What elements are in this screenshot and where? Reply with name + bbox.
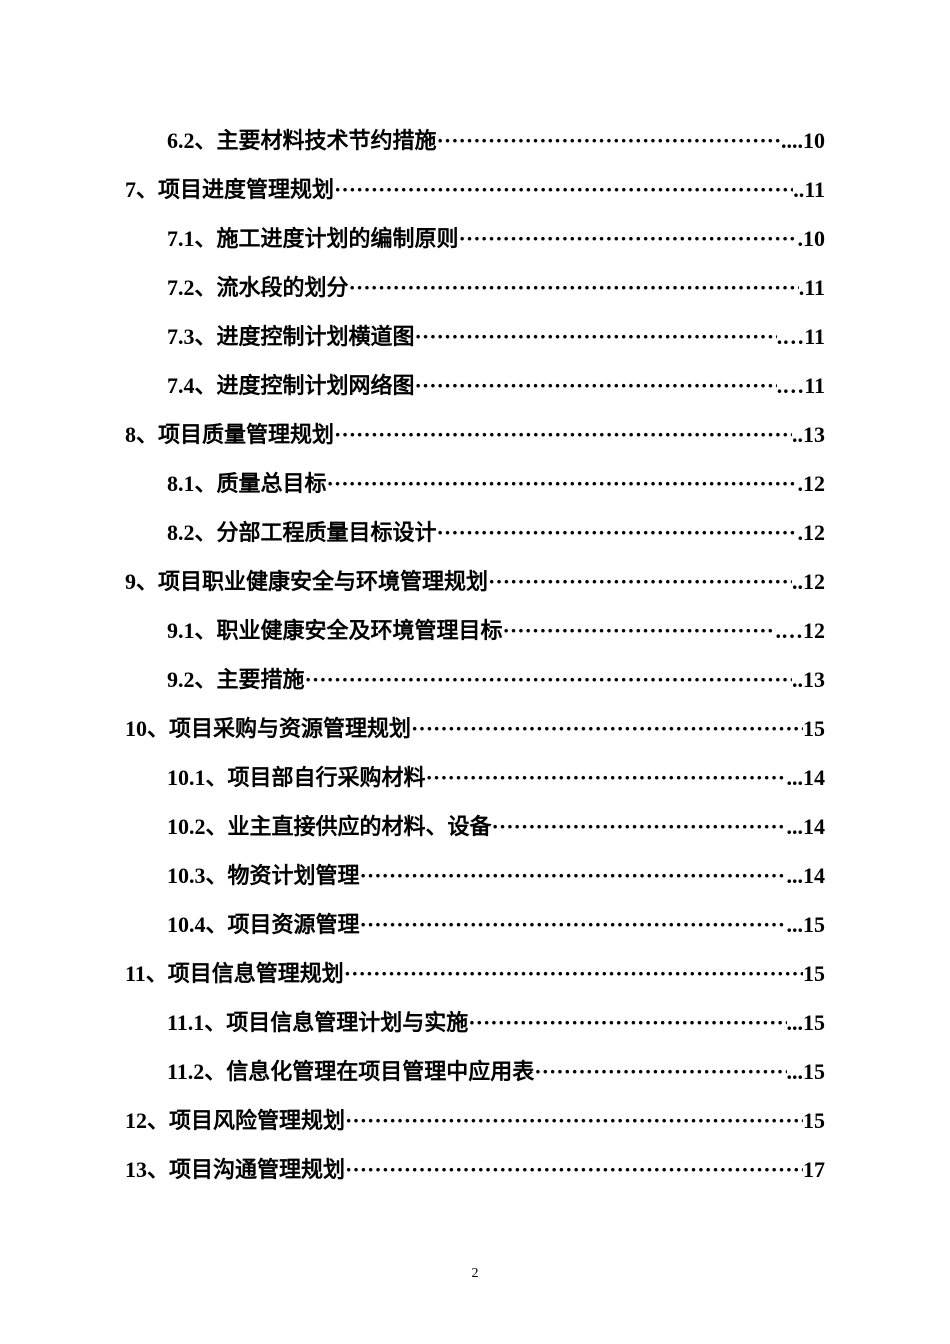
- toc-leader-dots: [415, 375, 777, 397]
- toc-entry-label: 11.2、信息化管理在项目管理中应用表: [167, 1061, 534, 1083]
- toc-entry-label: 10.3、物资计划管理: [167, 865, 360, 887]
- toc-entry-page: ...14: [787, 767, 826, 789]
- toc-entry-label: 8.1、质量总目标: [167, 473, 327, 495]
- toc-entry-label: 8、项目质量管理规划: [125, 424, 334, 446]
- toc-entry-label: 9.1、职业健康安全及环境管理目标: [167, 620, 503, 642]
- toc-leader-dots: [334, 179, 793, 201]
- toc-entry: 7.4、进度控制计划网络图 .…11: [167, 375, 825, 397]
- toc-entry-page: 15: [803, 963, 825, 985]
- toc-entry: 10.3、物资计划管理 ...14: [167, 865, 825, 887]
- toc-entry-page: ....10: [781, 130, 825, 152]
- toc-entry-page: ..13: [792, 669, 825, 691]
- toc-leader-dots: [305, 669, 792, 691]
- toc-entry: 9.2、主要措施 ..13: [167, 669, 825, 691]
- toc-entry-page: ...14: [787, 816, 826, 838]
- toc-leader-dots: [345, 1159, 803, 1181]
- toc-entry-label: 10.4、项目资源管理: [167, 914, 360, 936]
- toc-entry-page: 15: [803, 1110, 825, 1132]
- toc-entry-label: 10.2、业主直接供应的材料、设备: [167, 816, 492, 838]
- toc-entry-page: ..13: [792, 424, 825, 446]
- toc-entry-page: .…11: [777, 375, 825, 397]
- document-page: 6.2、主要材料技术节约措施 ....10 7、项目进度管理规划 ..11 7.1、施工…: [0, 0, 950, 1344]
- toc-entry-page: .…12: [776, 620, 826, 642]
- toc-leader-dots: [360, 914, 787, 936]
- toc-entry: 10.4、项目资源管理 ...15: [167, 914, 825, 936]
- toc-entry-label: 7.1、施工进度计划的编制原则: [167, 228, 459, 250]
- toc-entry-page: 15: [803, 718, 825, 740]
- toc-entry-page: 17: [803, 1159, 825, 1181]
- toc-entry-label: 13、项目沟通管理规划: [125, 1159, 345, 1181]
- toc-entry-page: ...14: [787, 865, 826, 887]
- toc-entry-label: 7.3、进度控制计划横道图: [167, 326, 415, 348]
- toc-entry-label: 9、项目职业健康安全与环境管理规划: [125, 571, 488, 593]
- toc-entry-label: 9.2、主要措施: [167, 669, 305, 691]
- toc-entry: 10.1、项目部自行采购材料 ...14: [167, 767, 825, 789]
- toc-leader-dots: [415, 326, 777, 348]
- toc-leader-dots: [334, 424, 792, 446]
- toc-leader-dots: [344, 963, 803, 985]
- toc-entry: 10.2、业主直接供应的材料、设备 ...14: [167, 816, 825, 838]
- toc-entry-label: 10、项目采购与资源管理规划: [125, 718, 411, 740]
- toc-entry: 7.2、流水段的划分 .11: [167, 277, 825, 299]
- toc-entry: 7.1、施工进度计划的编制原则 .10: [167, 228, 825, 250]
- toc-entry-page: .…11: [777, 326, 825, 348]
- toc-entry-label: 7、项目进度管理规划: [125, 179, 334, 201]
- toc-leader-dots: [349, 277, 799, 299]
- toc-leader-dots: [459, 228, 798, 250]
- toc-entry-page: ..11: [793, 179, 825, 201]
- toc-leader-dots: [327, 473, 798, 495]
- toc-leader-dots: [468, 1012, 786, 1034]
- toc-leader-dots: [426, 767, 787, 789]
- toc-entry: 11.1、项目信息管理计划与实施 ...15: [167, 1012, 825, 1034]
- toc-entry-label: 8.2、分部工程质量目标设计: [167, 522, 437, 544]
- toc-entry-label: 11.1、项目信息管理计划与实施: [167, 1012, 468, 1034]
- toc-entry-page: .10: [798, 228, 826, 250]
- toc-entry-page: .12: [798, 522, 826, 544]
- toc-leader-dots: [488, 571, 792, 593]
- toc-entry: 9、项目职业健康安全与环境管理规划 ..12: [125, 571, 825, 593]
- table-of-contents: 6.2、主要材料技术节约措施 ....10 7、项目进度管理规划 ..11 7.1、施工…: [125, 130, 825, 1181]
- toc-leader-dots: [492, 816, 787, 838]
- toc-entry: 11、项目信息管理规划 15: [125, 963, 825, 985]
- toc-entry: 7、项目进度管理规划 ..11: [125, 179, 825, 201]
- toc-leader-dots: [437, 130, 781, 152]
- toc-entry-label: 12、项目风险管理规划: [125, 1110, 345, 1132]
- toc-entry: 8.2、分部工程质量目标设计 .12: [167, 522, 825, 544]
- toc-entry-page: ...15: [787, 914, 826, 936]
- toc-entry-page: ..12: [792, 571, 825, 593]
- toc-leader-dots: [534, 1061, 786, 1083]
- toc-entry-page: ...15: [787, 1061, 826, 1083]
- toc-entry: 11.2、信息化管理在项目管理中应用表 ...15: [167, 1061, 825, 1083]
- toc-entry: 6.2、主要材料技术节约措施 ....10: [167, 130, 825, 152]
- toc-entry-page: .12: [798, 473, 826, 495]
- toc-leader-dots: [503, 620, 776, 642]
- toc-entry: 12、项目风险管理规划 15: [125, 1110, 825, 1132]
- toc-entry: 7.3、进度控制计划横道图 .…11: [167, 326, 825, 348]
- toc-leader-dots: [437, 522, 798, 544]
- toc-entry-page: .11: [799, 277, 825, 299]
- toc-entry: 9.1、职业健康安全及环境管理目标 .…12: [167, 620, 825, 642]
- toc-entry: 13、项目沟通管理规划 17: [125, 1159, 825, 1181]
- toc-entry-label: 7.4、进度控制计划网络图: [167, 375, 415, 397]
- toc-leader-dots: [411, 718, 803, 740]
- toc-entry-label: 10.1、项目部自行采购材料: [167, 767, 426, 789]
- toc-entry: 8.1、质量总目标 .12: [167, 473, 825, 495]
- toc-entry-label: 11、项目信息管理规划: [125, 963, 344, 985]
- page-number-footer: 2: [0, 1266, 950, 1282]
- toc-entry: 10、项目采购与资源管理规划 15: [125, 718, 825, 740]
- toc-leader-dots: [360, 865, 787, 887]
- toc-entry-page: ...15: [787, 1012, 826, 1034]
- toc-entry-label: 6.2、主要材料技术节约措施: [167, 130, 437, 152]
- toc-leader-dots: [345, 1110, 803, 1132]
- toc-entry-label: 7.2、流水段的划分: [167, 277, 349, 299]
- toc-entry: 8、项目质量管理规划 ..13: [125, 424, 825, 446]
